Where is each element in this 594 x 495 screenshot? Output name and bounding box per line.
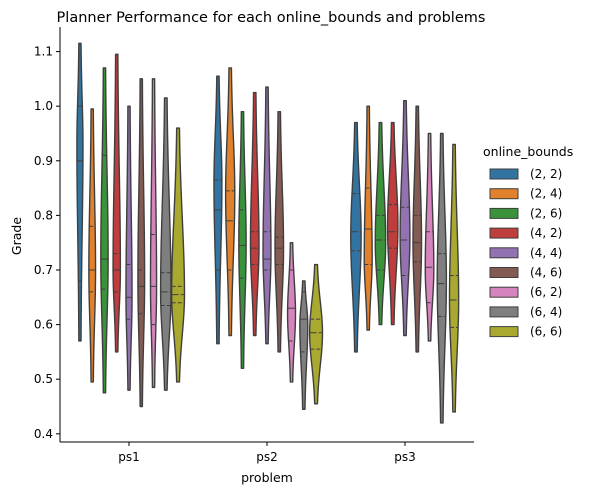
legend-label: (4, 6) — [530, 266, 562, 280]
violin-8-ps2 — [299, 280, 309, 410]
legend-swatch — [489, 207, 519, 219]
x-tick-label: ps3 — [394, 450, 416, 464]
violin-3-ps2 — [238, 110, 247, 369]
violin-7-ps2 — [286, 241, 297, 383]
legend-swatch — [489, 306, 519, 318]
violin-1-ps1 — [76, 42, 84, 342]
legend-label: (6, 4) — [530, 305, 562, 319]
y-axis: 0.4 0.5 0.6 0.7 0.8 0.9 1.0 1.1 — [34, 27, 61, 442]
legend-swatch — [489, 188, 519, 200]
x-tick-label: ps2 — [256, 450, 278, 464]
violin-4-ps2 — [249, 91, 260, 337]
x-axis-label: problem — [241, 470, 293, 485]
x-tick-label: ps1 — [118, 450, 140, 464]
violin-2-ps1 — [88, 108, 97, 383]
legend-item: (2, 2) — [489, 167, 562, 181]
legend-swatch — [489, 227, 519, 239]
legend-label: (2, 2) — [530, 167, 562, 181]
violin-7-ps3 — [424, 132, 435, 342]
violin-9-ps3 — [448, 143, 460, 413]
violin-8-ps3 — [436, 132, 448, 424]
legend: online_bounds (2, 2) (2, 4) (2, 6) (4, 2) (4… — [483, 144, 573, 339]
y-tick-label: 0.6 — [34, 318, 53, 332]
violin-4-ps3 — [386, 121, 399, 326]
y-tick-label: 0.4 — [34, 427, 53, 441]
violin-3-ps1 — [100, 67, 109, 394]
violin-5-ps3 — [399, 100, 411, 337]
legend-item: (4, 4) — [489, 246, 562, 260]
violin-4-ps1 — [112, 53, 122, 353]
y-tick-label: 0.9 — [34, 154, 53, 168]
legend-label: (4, 2) — [530, 226, 562, 240]
violin-2-ps2 — [224, 67, 236, 337]
legend-item: (2, 4) — [489, 187, 562, 201]
legend-label: (4, 4) — [530, 246, 562, 260]
y-tick-label: 0.7 — [34, 263, 53, 277]
violin-6-ps3 — [412, 105, 423, 353]
violin-1-ps3 — [350, 121, 362, 353]
y-axis-label: Grade — [9, 217, 24, 255]
y-tick-label: 1.1 — [34, 45, 53, 59]
chart-title: Planner Performance for each online_boun… — [57, 10, 486, 26]
violin-7-ps1 — [149, 78, 158, 389]
legend-label: (2, 6) — [530, 206, 562, 220]
legend-label: (6, 6) — [530, 325, 562, 339]
violin-9-ps1 — [170, 127, 186, 383]
legend-item: (4, 2) — [489, 226, 562, 240]
violin-5-ps1 — [125, 105, 133, 391]
plot-area — [76, 42, 460, 424]
legend-title: online_bounds — [483, 144, 573, 159]
violin-6-ps1 — [137, 78, 146, 408]
violin-6-ps2 — [274, 110, 285, 353]
legend-item: (2, 6) — [489, 206, 562, 220]
legend-item: (6, 4) — [489, 305, 562, 319]
legend-item: (6, 2) — [489, 285, 562, 299]
legend-label: (2, 4) — [530, 187, 562, 201]
violin-8-ps1 — [159, 97, 172, 391]
legend-swatch — [489, 247, 519, 259]
y-tick-label: 0.5 — [34, 372, 53, 386]
legend-swatch — [489, 286, 519, 298]
legend-label: (6, 2) — [530, 285, 562, 299]
legend-swatch — [489, 168, 519, 180]
violin-5-ps2 — [262, 86, 272, 345]
legend-item: (4, 6) — [489, 266, 562, 280]
legend-swatch — [489, 326, 519, 338]
legend-item: (6, 6) — [489, 325, 562, 339]
x-axis: ps1 ps2 ps3 — [60, 441, 474, 464]
y-tick-label: 1.0 — [34, 99, 53, 113]
legend-swatch — [489, 267, 519, 278]
violin-2-ps3 — [363, 105, 373, 331]
violin-3-ps3 — [374, 121, 387, 326]
y-tick-label: 0.8 — [34, 208, 53, 222]
violin-9-ps2 — [308, 263, 324, 405]
